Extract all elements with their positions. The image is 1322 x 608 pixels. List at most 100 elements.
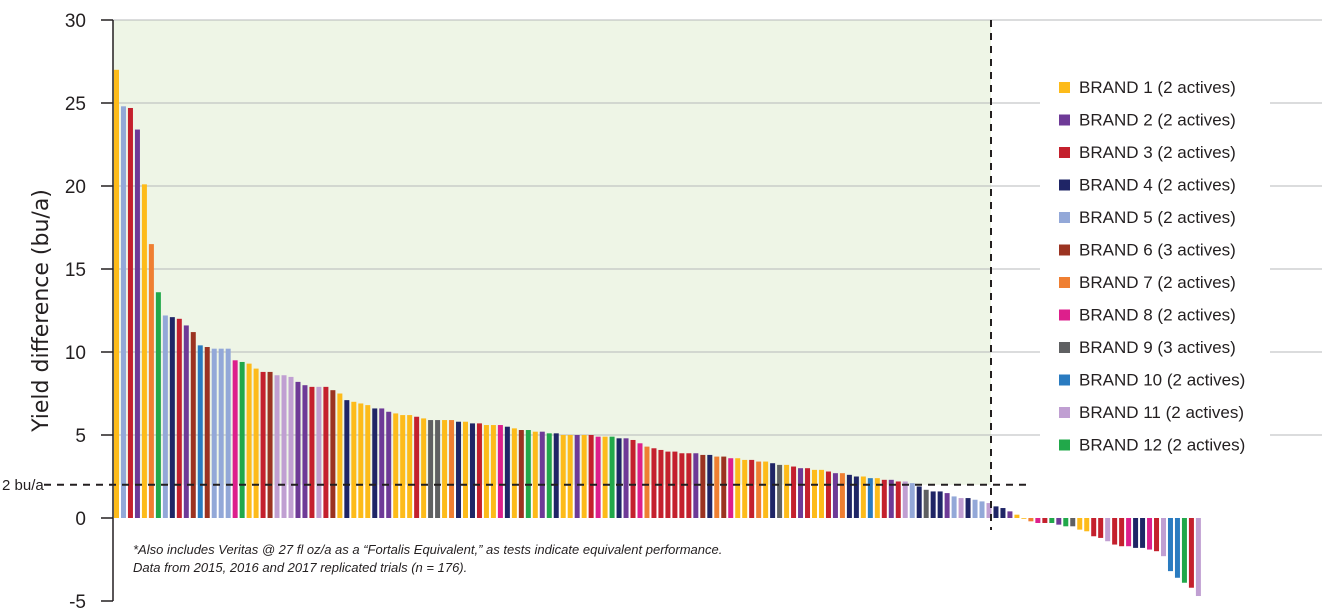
bar-brand-11 — [1105, 518, 1111, 542]
bar-brand-3 — [895, 481, 901, 518]
legend: BRAND 1 (2 actives) BRAND 2 (2 actives) BR… — [1040, 72, 1270, 462]
bar-brand-1 — [818, 469, 824, 518]
bar-brand-5 — [979, 501, 985, 518]
bar-brand-1 — [407, 415, 413, 518]
bar-brand-7 — [839, 473, 845, 518]
bar-brand-4 — [937, 491, 943, 518]
bar-brand-11 — [288, 376, 294, 518]
bar-brand-4 — [456, 421, 462, 518]
bar-brand-4 — [846, 474, 852, 518]
bar-brand-1 — [602, 436, 608, 518]
bar-brand-12 — [239, 361, 245, 518]
bar-brand-4 — [553, 433, 559, 518]
bar-brand-12 — [1181, 518, 1187, 583]
bar-brand-9 — [428, 420, 434, 518]
bar-brand-4 — [1133, 518, 1139, 548]
bar-brand-4 — [916, 486, 922, 518]
bar-brand-4 — [853, 476, 859, 518]
legend-swatch — [1059, 212, 1070, 223]
bar-brand-8 — [595, 436, 601, 518]
bar-brand-1 — [1084, 518, 1090, 532]
legend-swatch — [1059, 82, 1070, 93]
bar-brand-1 — [763, 461, 769, 518]
bar-brand-1 — [337, 393, 343, 518]
bar-brand-2 — [944, 493, 950, 518]
bar-brand-2 — [798, 468, 804, 518]
bar-brand-1 — [511, 428, 517, 518]
bar-brand-5 — [909, 483, 915, 518]
bar-brand-1 — [784, 464, 790, 518]
legend-label: BRAND 6 (3 actives) — [1079, 241, 1236, 260]
legend-background — [1040, 72, 1270, 462]
bar-brand-8 — [1126, 518, 1132, 547]
bar-brand-4 — [372, 408, 378, 518]
bar-brand-3 — [260, 371, 266, 518]
bar-brand-1 — [490, 425, 496, 518]
bar-brand-1 — [1014, 514, 1020, 518]
y-tick-label: 0 — [75, 509, 86, 530]
bar-brand-3 — [1188, 518, 1194, 588]
bar-brand-3 — [176, 318, 182, 518]
bar-brand-6 — [330, 390, 336, 518]
legend-label: BRAND 5 (2 actives) — [1079, 208, 1236, 227]
bar-brand-5 — [225, 348, 231, 518]
bar-brand-2 — [302, 385, 308, 518]
bar-brand-5 — [162, 315, 168, 518]
bar-brand-11 — [902, 481, 908, 518]
bar-brand-3 — [749, 459, 755, 518]
legend-swatch — [1059, 244, 1070, 256]
bar-brand-1 — [860, 476, 866, 518]
footnote-line-1: *Also includes Veritas @ 27 fl oz/a as a… — [133, 542, 722, 557]
y-tick-label: 30 — [65, 11, 86, 32]
bar-brand-1 — [581, 435, 587, 518]
bar-brand-3 — [630, 439, 636, 518]
bar-brand-3 — [665, 451, 671, 518]
bar-brand-1 — [1077, 518, 1083, 530]
bar-brand-2 — [183, 325, 189, 518]
bar-brand-3 — [791, 466, 797, 518]
bar-brand-9 — [435, 420, 441, 518]
bar-brand-3 — [476, 423, 482, 518]
bar-brand-12 — [609, 436, 615, 518]
legend-swatch — [1059, 407, 1070, 418]
legend-swatch — [1059, 277, 1070, 288]
bar-brand-4 — [965, 498, 971, 518]
bar-brand-12 — [1063, 518, 1069, 527]
bar-brand-1 — [1021, 518, 1027, 519]
bar-brand-1 — [560, 435, 566, 518]
bar-brand-3 — [805, 468, 811, 518]
bar-brand-11 — [316, 386, 322, 518]
bar-brand-1 — [421, 418, 427, 518]
bar-brand-1 — [567, 435, 573, 518]
bar-brand-8 — [637, 443, 643, 518]
bar-brand-1 — [114, 69, 119, 519]
bar-brand-2 — [1007, 511, 1013, 518]
legend-swatch — [1059, 374, 1070, 386]
bar-brand-1 — [812, 469, 817, 518]
bar-brand-2 — [888, 479, 894, 518]
bar-brand-3 — [323, 386, 329, 518]
y-tick-label: -5 — [69, 592, 86, 608]
bar-brand-6 — [190, 332, 196, 518]
legend-label: BRAND 1 (2 actives) — [1079, 78, 1236, 97]
bar-brand-1 — [742, 459, 748, 518]
bar-brand-5 — [951, 496, 957, 518]
legend-swatch — [1059, 114, 1070, 126]
bar-brand-6 — [518, 430, 524, 518]
bar-brand-11 — [274, 375, 280, 518]
bar-brand-8 — [728, 458, 734, 518]
y-tick-label: 5 — [75, 426, 86, 447]
bar-brand-3 — [588, 435, 594, 518]
bar-brand-3 — [1119, 518, 1125, 547]
bar-brand-8 — [232, 360, 238, 518]
bar-brand-2 — [574, 435, 580, 518]
bar-brand-2 — [1056, 518, 1062, 525]
bar-brand-1 — [442, 420, 448, 518]
bar-brand-3 — [1154, 518, 1160, 552]
bar-brand-1 — [400, 415, 406, 518]
y-axis: 30 25 20 15 10 5 0 -5 — [65, 11, 114, 608]
bar-brand-3 — [1091, 518, 1097, 537]
bar-brand-10 — [197, 345, 203, 518]
bar-brand-7 — [756, 461, 762, 518]
